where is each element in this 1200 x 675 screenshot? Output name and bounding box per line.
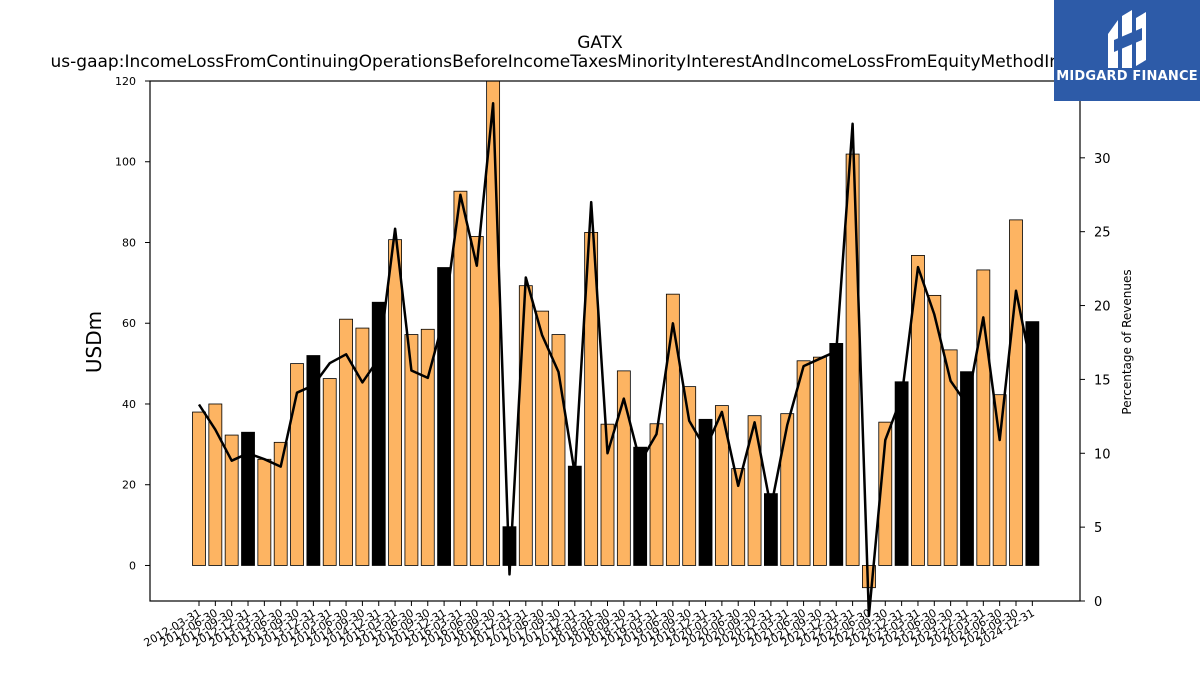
bar-2023-09-30 — [943, 349, 958, 566]
bar-2015-09-30 — [420, 328, 435, 566]
y2-tick-label: 0 — [1094, 595, 1102, 610]
y-tick-label: 80 — [122, 236, 136, 249]
bar-2018-06-30 — [600, 423, 615, 566]
bar-2015-12-31 — [437, 267, 452, 566]
y-tick-label: 20 — [122, 479, 136, 492]
ratio-line-group — [197, 101, 1034, 618]
bar-2021-12-31 — [829, 343, 844, 566]
y-tick-label: 0 — [129, 559, 136, 572]
bar-2016-03-31 — [453, 190, 468, 566]
bar-2018-12-31 — [633, 446, 648, 566]
bar-2020-12-31 — [764, 493, 778, 566]
bar-2020-09-30 — [747, 415, 762, 566]
bar-2014-06-30 — [339, 318, 353, 566]
y2-tick-label: 10 — [1094, 447, 1111, 462]
bar-2018-03-31 — [584, 231, 599, 566]
bar-2019-09-30 — [682, 386, 697, 566]
bar-2021-06-30 — [796, 360, 811, 566]
bar-2017-06-30 — [535, 310, 550, 566]
logo-text: MIDGARD FINANCE — [1056, 69, 1198, 84]
plot-frame — [149, 80, 1081, 602]
bar-2013-03-31 — [257, 458, 272, 566]
bar-2024-03-31 — [976, 269, 991, 566]
bar-2018-09-30 — [616, 370, 631, 566]
bar-2021-09-30 — [813, 356, 827, 566]
y-tick-label: 120 — [115, 75, 136, 88]
bar-2014-12-31 — [371, 301, 386, 566]
y-tick-label: 40 — [122, 398, 136, 411]
bar-2024-09-30 — [1009, 219, 1023, 566]
midgard-logo: MIDGARD FINANCE — [1054, 0, 1200, 101]
bar-2022-09-30 — [878, 421, 893, 566]
bars-group — [192, 80, 1040, 589]
bar-2012-09-30 — [224, 434, 239, 566]
bar-2014-03-31 — [322, 378, 337, 566]
bar-2017-03-31 — [518, 285, 533, 566]
bar-2019-06-30 — [665, 293, 680, 566]
bar-2022-03-31 — [845, 153, 860, 566]
y-tick-label: 100 — [115, 156, 136, 169]
midgard-logo-mark-icon — [1108, 10, 1146, 68]
bar-2020-03-31 — [714, 405, 729, 566]
axes-group: 0204060801001200510152025302012-03-31201… — [115, 75, 1111, 650]
y2-tick-label: 20 — [1094, 300, 1111, 315]
ratio-line — [197, 101, 1034, 618]
bar-2016-06-30 — [469, 236, 484, 566]
y2-tick-label: 5 — [1094, 521, 1102, 536]
bar-2012-12-31 — [241, 431, 255, 566]
bar-2015-06-30 — [404, 334, 419, 566]
bar-2014-09-30 — [355, 327, 370, 566]
bar-2022-12-31 — [894, 381, 909, 566]
bar-2013-12-31 — [306, 355, 321, 566]
y-axis-label: USDm — [82, 311, 106, 373]
bar-2023-03-31 — [911, 255, 925, 566]
y2-tick-label: 25 — [1094, 226, 1111, 241]
chart-title: GATX — [577, 33, 623, 53]
bar-2013-06-30 — [273, 441, 288, 566]
bar-2019-03-31 — [649, 423, 664, 566]
y2-tick-label: 15 — [1094, 373, 1111, 388]
y-tick-label: 60 — [122, 317, 136, 330]
chart-subtitle: us-gaap:IncomeLossFromContinuingOperatio… — [50, 52, 1150, 72]
bar-2012-06-30 — [208, 403, 223, 566]
y2-axis-label: Percentage of Revenues — [1120, 269, 1134, 414]
bar-2024-12-31 — [1025, 321, 1040, 566]
bar-2023-12-31 — [960, 371, 974, 566]
bar-2013-09-30 — [290, 363, 304, 566]
bar-2023-06-30 — [927, 294, 942, 566]
y2-tick-label: 30 — [1094, 152, 1111, 167]
bar-2024-06-30 — [992, 394, 1007, 566]
bar-2015-03-31 — [388, 239, 402, 566]
bar-2019-12-31 — [698, 418, 713, 566]
bar-2017-12-31 — [567, 465, 582, 566]
bar-2012-03-31 — [192, 411, 206, 566]
bar-2021-03-31 — [780, 413, 795, 566]
bar-2020-06-30 — [731, 468, 746, 566]
